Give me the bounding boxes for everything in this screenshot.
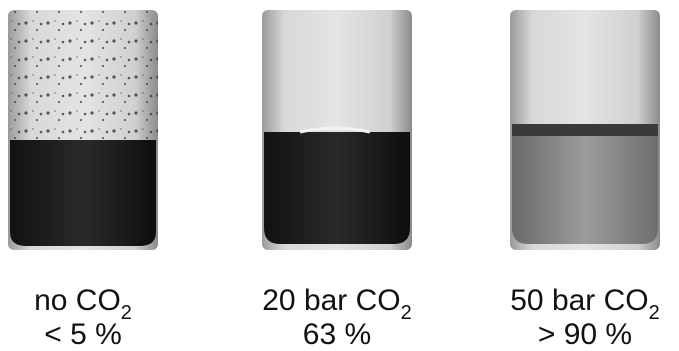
condition: no CO — [34, 284, 121, 317]
figure: no CO2 < 5 % 20 bar CO2 63 % 50 bar CO2 … — [0, 0, 679, 351]
condition: 20 bar CO — [262, 284, 400, 317]
vial — [510, 10, 660, 250]
vial — [8, 10, 158, 250]
subscript: 2 — [401, 302, 412, 324]
condition: 50 bar CO — [510, 284, 648, 317]
yield: > 90 % — [538, 318, 632, 351]
yield: 63 % — [303, 318, 371, 351]
yield: < 5 % — [44, 318, 122, 351]
subscript: 2 — [121, 302, 132, 324]
vial — [262, 10, 412, 250]
subscript: 2 — [649, 302, 660, 324]
